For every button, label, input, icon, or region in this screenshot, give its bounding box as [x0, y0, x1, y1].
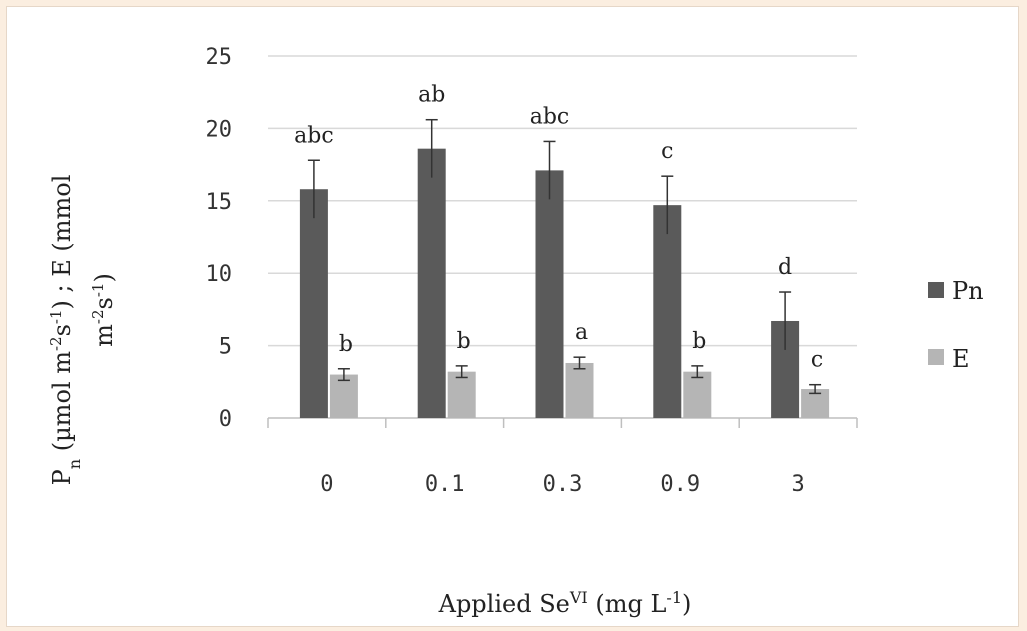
bar-pn	[299, 189, 328, 418]
chart-frame	[6, 6, 1019, 627]
bar-e	[683, 371, 712, 418]
significance-label: a	[575, 320, 588, 345]
error-bar	[691, 365, 704, 379]
bars	[299, 118, 830, 418]
x-tick-label: 0.9	[660, 472, 700, 497]
significance-label: ab	[418, 83, 445, 108]
bar-pn	[417, 148, 446, 418]
y-tick-label: 25	[206, 45, 233, 70]
error-bar	[661, 175, 674, 235]
error-bar	[573, 356, 586, 370]
error-bar	[307, 159, 320, 219]
y-tick-labels: 0 5 10 15 20 25	[206, 45, 233, 432]
y-tick-label: 0	[219, 407, 232, 432]
x-tick-label: 0.1	[425, 472, 465, 497]
bar-e	[447, 371, 476, 418]
x-axis-title: Applied SeVI (mg L-1)	[438, 588, 692, 619]
significance-label: b	[692, 329, 706, 354]
error-bar	[455, 365, 468, 379]
y-axis-title-line2: m-2s-1)	[89, 273, 118, 347]
bar-pn	[535, 170, 564, 418]
y-axis-title: Pn (µmol m-2s-1) ; E (mmol	[47, 175, 84, 486]
legend: Pn E	[928, 277, 984, 373]
significance-label: c	[661, 139, 673, 164]
bar-pn	[653, 205, 682, 418]
y-tick-label: 20	[206, 117, 233, 142]
x-tick-label: 0	[320, 472, 333, 497]
significance-label: b	[339, 332, 353, 357]
error-bar	[809, 383, 822, 395]
legend-swatch-pn	[928, 282, 944, 298]
legend-swatch-e	[928, 349, 944, 365]
error-bar	[425, 118, 438, 178]
bar-e	[329, 374, 358, 418]
significance-label: abc	[294, 123, 334, 148]
significance-label: c	[811, 348, 823, 373]
error-bar	[779, 291, 792, 350]
y-tick-label: 10	[206, 262, 233, 287]
error-bar	[337, 368, 350, 382]
error-bar	[543, 140, 556, 200]
x-tick-label: 0.3	[543, 472, 583, 497]
significance-label: d	[778, 255, 792, 280]
y-tick-label: 5	[219, 335, 232, 360]
legend-label-pn: Pn	[952, 277, 984, 305]
significance-label: b	[457, 329, 471, 354]
significance-label: abc	[530, 104, 570, 129]
x-axis	[267, 417, 858, 428]
x-tick-labels: 0 0.1 0.3 0.9 3	[320, 472, 804, 497]
y-tick-label: 15	[206, 190, 233, 215]
legend-label-e: E	[952, 345, 970, 373]
bar-e	[565, 362, 594, 418]
x-tick-label: 3	[791, 472, 804, 497]
